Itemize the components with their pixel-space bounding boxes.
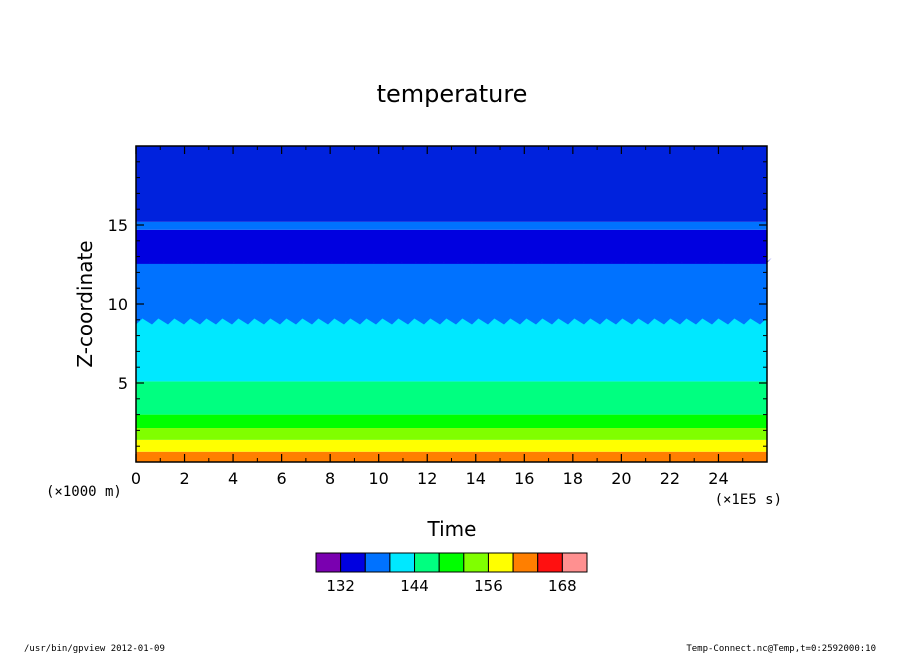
x-tick-label: 20 (611, 469, 631, 488)
x-tick-label: 16 (514, 469, 534, 488)
contour-band-7 (136, 229, 767, 263)
x-axis-label: Time (427, 517, 477, 541)
chart-title: temperature (377, 80, 528, 108)
colorbar-swatch (512, 552, 539, 573)
colorbar-swatch (315, 552, 342, 573)
contour-band-5 (136, 324, 767, 382)
contour-band-6 (136, 262, 767, 325)
colorbar-swatch (438, 552, 465, 573)
colorbar-swatch (414, 552, 440, 573)
x-tick-label: 18 (563, 469, 583, 488)
band-edge-dark-blue (136, 257, 772, 264)
contour-band-9 (136, 146, 767, 222)
colorbar-swatch (364, 552, 391, 573)
contour-band-2 (136, 428, 767, 440)
colorbar-label: 168 (548, 577, 577, 595)
colorbar-label: 132 (326, 577, 355, 595)
colorbar-swatch (487, 552, 514, 573)
y-axis: 5 10 15 (108, 161, 767, 447)
colorbar-label: 144 (400, 577, 429, 595)
x-tick-label: 22 (660, 469, 680, 488)
contour-band-3 (136, 414, 767, 429)
y-axis-label: Z-coordinate (73, 240, 97, 367)
colorbar-swatch (340, 552, 366, 573)
contour-band-1 (136, 439, 767, 452)
x-tick-label: 14 (466, 469, 486, 488)
colorbar-swatch (389, 552, 416, 573)
x-tick-label: 6 (277, 469, 287, 488)
y-tick-label: 5 (118, 374, 128, 393)
contour-band-8 (136, 221, 767, 230)
x-tick-label: 12 (417, 469, 437, 488)
colorbar-swatch (537, 552, 563, 573)
footer-left: /usr/bin/gpview 2012-01-09 (24, 644, 165, 654)
x-tick-label: 10 (369, 469, 389, 488)
contour-band-4 (136, 381, 767, 415)
x-unit-label: (×1E5 s) (715, 492, 782, 508)
x-axis: 0 2 4 6 8 10 12 14 16 18 20 22 24 (131, 146, 744, 488)
contour-band-0 (136, 451, 767, 462)
x-tick-label: 8 (325, 469, 335, 488)
contour-bands (136, 146, 772, 462)
x-tick-label: 4 (228, 469, 238, 488)
colorbar-swatch (561, 552, 588, 573)
y-tick-label: 10 (108, 295, 128, 314)
band-edge-cyan (136, 318, 767, 326)
y-tick-label: 15 (108, 216, 128, 235)
colorbar: 132 144 156 168 (315, 552, 588, 595)
x-tick-label: 24 (708, 469, 728, 488)
x-tick-label: 0 (131, 469, 141, 488)
colorbar-swatch (463, 552, 489, 573)
x-tick-label: 2 (179, 469, 189, 488)
colorbar-label: 156 (474, 577, 503, 595)
footer-right: Temp-Connect.nc@Temp,t=0:2592000:10 (686, 644, 876, 654)
y-unit-label: (×1000 m) (46, 484, 122, 500)
